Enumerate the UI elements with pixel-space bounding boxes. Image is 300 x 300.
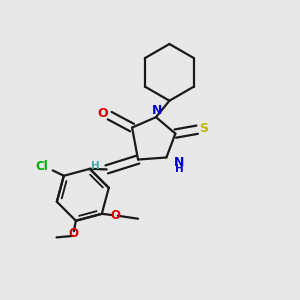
- Text: N: N: [174, 156, 184, 169]
- Text: N: N: [152, 104, 163, 117]
- Text: H: H: [175, 164, 183, 174]
- Text: Cl: Cl: [35, 160, 48, 173]
- Text: S: S: [199, 122, 208, 135]
- Text: H: H: [91, 161, 100, 171]
- Text: O: O: [98, 107, 108, 120]
- Text: O: O: [110, 209, 120, 222]
- Text: O: O: [68, 227, 78, 240]
